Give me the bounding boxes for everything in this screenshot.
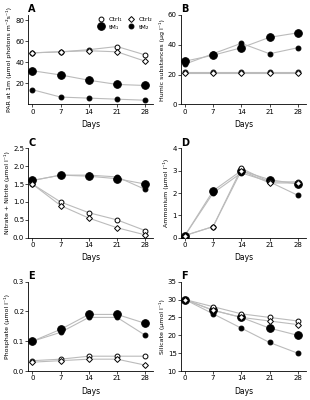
X-axis label: Days: Days — [234, 120, 253, 129]
Y-axis label: PAR at 1m (μmol photons m⁻²s⁻¹): PAR at 1m (μmol photons m⁻²s⁻¹) — [7, 7, 12, 112]
X-axis label: Days: Days — [81, 387, 100, 396]
Text: A: A — [28, 4, 36, 14]
Y-axis label: Silicate (μmol l⁻¹): Silicate (μmol l⁻¹) — [159, 299, 165, 354]
Text: E: E — [28, 271, 35, 281]
X-axis label: Days: Days — [81, 120, 100, 129]
X-axis label: Days: Days — [234, 387, 253, 396]
X-axis label: Days: Days — [81, 254, 100, 262]
Text: B: B — [181, 4, 188, 14]
Y-axis label: Nitrate + Nitrite (μmol l⁻¹): Nitrate + Nitrite (μmol l⁻¹) — [4, 152, 10, 234]
Text: C: C — [28, 138, 36, 148]
Legend: Ctrl₁, tM₁, Ctrl₂, tM₂: Ctrl₁, tM₁, Ctrl₂, tM₂ — [94, 16, 153, 30]
Text: F: F — [181, 271, 188, 281]
Text: D: D — [181, 138, 189, 148]
X-axis label: Days: Days — [234, 254, 253, 262]
Y-axis label: Ammonium (μmol l⁻¹): Ammonium (μmol l⁻¹) — [163, 159, 169, 227]
Y-axis label: Humic substances (μg l⁻¹): Humic substances (μg l⁻¹) — [159, 19, 165, 101]
Y-axis label: Phosphate (μmol l⁻¹): Phosphate (μmol l⁻¹) — [4, 294, 10, 359]
